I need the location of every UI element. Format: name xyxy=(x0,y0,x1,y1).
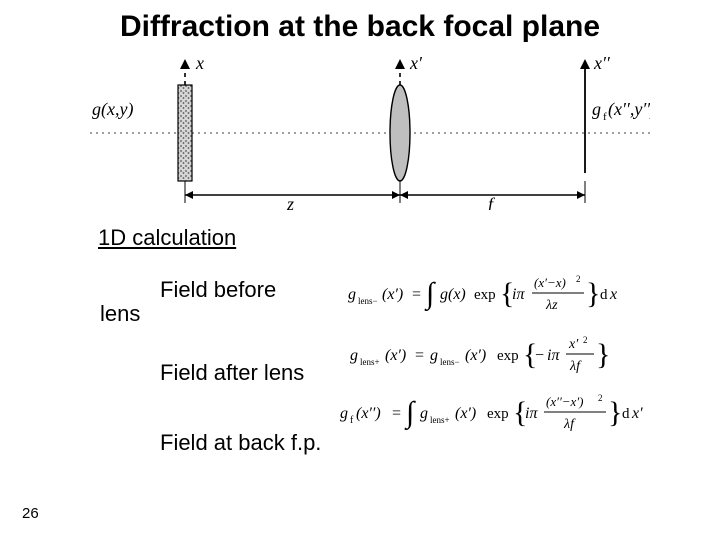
xpp-axis xyxy=(580,59,590,173)
svg-text:=: = xyxy=(392,405,401,422)
svg-text:=: = xyxy=(415,347,424,364)
svg-text:exp: exp xyxy=(487,406,509,422)
svg-text:g(x): g(x) xyxy=(440,286,466,303)
label-xpp: x′′ xyxy=(593,55,611,73)
svg-text:2: 2 xyxy=(583,335,588,345)
svg-text:λf: λf xyxy=(563,417,576,432)
label-field-before-a: Field before xyxy=(160,277,276,303)
slide-title: Diffraction at the back focal plane xyxy=(0,10,720,44)
svg-text:λz: λz xyxy=(545,298,558,313)
svg-text:lens−: lens− xyxy=(440,357,460,367)
svg-text:∫: ∫ xyxy=(424,277,436,312)
svg-text:exp: exp xyxy=(474,287,496,303)
label-g: g(x,y) xyxy=(92,99,133,120)
svg-text:exp: exp xyxy=(497,348,519,364)
lens xyxy=(390,85,410,181)
label-xprime: x′ xyxy=(409,55,423,73)
eq-field-before: g lens− (x′) = ∫ g(x) exp { iπ (x′−x) 2 … xyxy=(348,269,648,325)
svg-text:(x′): (x′) xyxy=(385,347,406,364)
specimen xyxy=(178,85,192,181)
svg-text:}: } xyxy=(586,277,600,310)
eq-field-bfp: g f (x′′) = ∫ g lens+ (x′) exp { iπ (x′′… xyxy=(340,388,660,444)
svg-text:x: x xyxy=(609,286,617,303)
svg-text:g: g xyxy=(420,405,428,422)
svg-text:∫: ∫ xyxy=(404,396,416,431)
optics-diagram: x x′ x′′ g(x,y) g f (x′′,y′′) z f xyxy=(90,55,650,210)
svg-text:(x′′): (x′′) xyxy=(356,405,381,422)
svg-text:g: g xyxy=(340,405,348,422)
svg-text:}: } xyxy=(596,338,610,371)
svg-text:(x′−x): (x′−x) xyxy=(534,275,566,290)
svg-text:f: f xyxy=(350,415,354,426)
label-field-bfp: Field at back f.p. xyxy=(160,430,321,456)
svg-text:lens−: lens− xyxy=(358,296,378,306)
label-z: z xyxy=(286,194,294,210)
svg-text:f: f xyxy=(603,111,607,123)
section-heading: 1D calculation xyxy=(98,225,236,251)
svg-text:−: − xyxy=(535,347,544,364)
svg-text:d: d xyxy=(622,406,630,422)
svg-text:x′: x′ xyxy=(631,405,643,422)
label-x: x xyxy=(195,55,204,73)
svg-text:(x′): (x′) xyxy=(465,347,486,364)
svg-text:iπ: iπ xyxy=(525,405,538,422)
svg-text:(x′): (x′) xyxy=(382,286,403,303)
svg-text:g: g xyxy=(350,347,358,364)
svg-text:2: 2 xyxy=(598,393,603,403)
svg-text:λf: λf xyxy=(569,359,582,374)
label-field-before-b: lens xyxy=(100,301,140,327)
label-f: f xyxy=(488,194,496,210)
svg-text:iπ: iπ xyxy=(512,286,525,303)
svg-text:lens+: lens+ xyxy=(360,357,380,367)
svg-text:g: g xyxy=(592,99,601,119)
eq-field-after: g lens+ (x′) = g lens− (x′) exp { − iπ x… xyxy=(350,330,650,386)
svg-text:(x′′−x′): (x′′−x′) xyxy=(546,394,584,409)
svg-text:d: d xyxy=(600,287,608,303)
label-field-after: Field after lens xyxy=(160,360,304,386)
svg-text:iπ: iπ xyxy=(547,347,560,364)
label-gf: g f (x′′,y′′) xyxy=(592,99,650,123)
svg-text:}: } xyxy=(608,396,622,429)
svg-text:(x′): (x′) xyxy=(455,405,476,422)
svg-text:(x′′,y′′): (x′′,y′′) xyxy=(608,99,650,120)
svg-text:g: g xyxy=(430,347,438,364)
svg-text:lens+: lens+ xyxy=(430,415,450,425)
page-number: 26 xyxy=(22,505,39,522)
svg-text:=: = xyxy=(412,286,421,303)
svg-text:g: g xyxy=(348,286,356,303)
svg-text:x′: x′ xyxy=(568,337,579,352)
svg-text:2: 2 xyxy=(576,274,581,284)
